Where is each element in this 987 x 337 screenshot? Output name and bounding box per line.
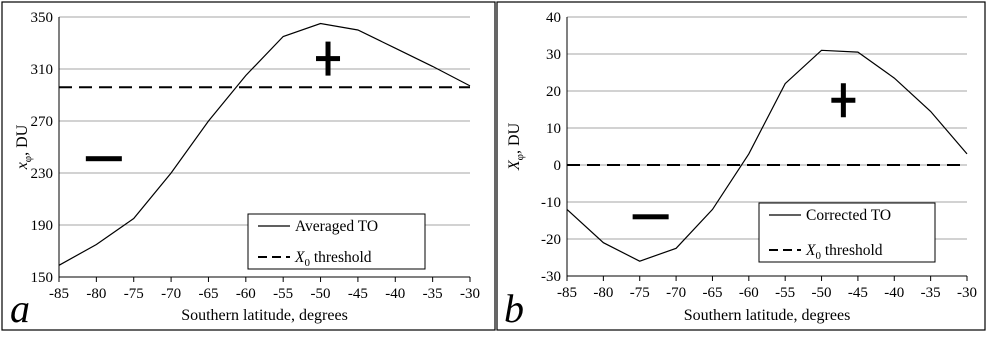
y-tick-label: 310 [31,62,54,78]
panel-b: -30 -20 -10 0 10 20 30 40 -85 -80 -75 -70 -65 -60 -55 -… [504,10,977,331]
y-axis-title-unit: , DU [506,122,523,154]
legend-label-text: threshold [310,249,372,266]
x-tick-label: -30 [460,286,480,302]
y-tick-label: 10 [546,121,561,137]
x-tick-label: -60 [236,286,256,302]
y-tick-label: 20 [546,84,561,100]
minus-sign-icon [86,156,122,161]
x-tick-label: -70 [666,285,686,301]
legend-label-text: threshold [821,242,883,259]
panel-letter: a [10,286,30,331]
x-tick-label: -55 [775,285,795,301]
x-tick-label: -70 [161,286,181,302]
y-axis-title-unit: , DU [14,124,31,156]
y-tick-label: 350 [31,10,54,26]
legend-label: Corrected TO [806,207,891,224]
x-tick-label: -65 [198,286,218,302]
x-tick-label: -35 [921,285,941,301]
x-tick-label: -50 [311,286,331,302]
y-axis-title: xφ, DU [14,124,34,170]
y-tick-label: 190 [31,218,54,234]
y-axis-title-symbol: x [14,162,31,170]
x-tick-label: -50 [812,285,832,301]
legend-label: Averaged TO [295,218,378,235]
x-tick-label: -85 [49,286,69,302]
x-tick-label: -75 [124,286,144,302]
y-tick-label: 0 [554,158,562,174]
x-tick-label: -80 [86,286,106,302]
x-tick-label: -40 [884,285,904,301]
y-tick-label: 150 [31,270,54,286]
y-tick-label: -10 [541,195,561,211]
x-tick-label: -55 [273,286,293,302]
y-tick-label: -30 [541,269,561,285]
legend-label-symbol: X [805,242,816,259]
x-tick-label: -85 [557,285,577,301]
x-tick-label: -75 [630,285,650,301]
panel-frame-a [2,2,495,330]
x-tick-label: -30 [957,285,977,301]
panel-letter: b [504,286,524,331]
panel-a: 150 190 230 270 310 350 -85 -80 -75 -70 -65 -60 -55 -… [10,10,480,331]
x-tick-label: -40 [385,286,405,302]
y-tick-label: 230 [31,166,54,182]
legend-label-symbol: X [294,249,305,266]
y-tick-label: -20 [541,232,561,248]
x-tick-label: -65 [702,285,722,301]
x-tick-label: -45 [848,285,868,301]
y-tick-label: 30 [546,47,561,63]
x-tick-label: -60 [739,285,759,301]
plus-sign-icon [326,42,331,76]
x-tick-label: -45 [348,286,368,302]
y-tick-label: 270 [31,114,54,130]
x-tick-label: -80 [593,285,613,301]
plus-sign-icon [841,83,846,117]
x-tick-label: -35 [423,286,443,302]
minus-sign-icon [633,214,669,219]
x-axis-title: Southern latitude, degrees [684,307,851,324]
y-tick-label: 40 [546,10,561,26]
x-axis-title: Southern latitude, degrees [181,307,348,324]
y-axis-title: Xφ, DU [506,122,526,171]
